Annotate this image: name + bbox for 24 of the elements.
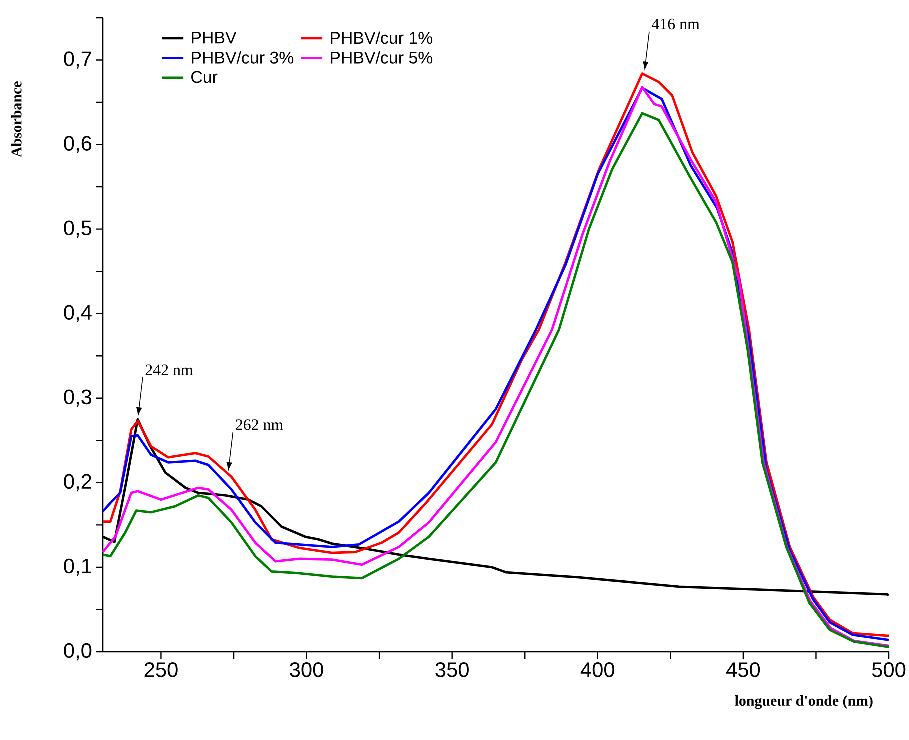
x-tick-label: 250 [144, 662, 178, 678]
x-tick-label: 350 [436, 662, 469, 678]
legend-label: PHBV/cur 1% [331, 32, 433, 44]
x-tick-label: 400 [580, 662, 615, 678]
annotation: 242 nm [146, 364, 194, 376]
y-tick-label: 0,0 [64, 643, 92, 661]
legend-label: PHBV/cur 3% [192, 51, 294, 64]
x-tick-label: 450 [726, 662, 760, 678]
x-tick-label: 500 [872, 662, 906, 678]
y-tick-label: 0,2 [64, 474, 92, 492]
y-axis-title: Absorbance [11, 82, 22, 158]
legend-label: PHBV [192, 32, 237, 44]
x-tick-label: 300 [290, 662, 324, 678]
y-tick-label: 0,3 [64, 390, 92, 408]
y-tick-label: 0,5 [64, 220, 92, 238]
y-tick-label: 0,7 [64, 52, 92, 69]
legend-label: PHBV/cur 5% [331, 51, 433, 64]
y-tick-label: 0,1 [64, 558, 92, 576]
annotation: 416 nm [652, 18, 700, 30]
y-tick-label: 0,4 [64, 305, 92, 323]
annotation: 262 nm [236, 420, 284, 430]
x-axis-title: longueur d'onde (nm) [735, 696, 873, 710]
legend-label: Cur [192, 71, 218, 84]
y-tick-label: 0,6 [64, 136, 92, 154]
